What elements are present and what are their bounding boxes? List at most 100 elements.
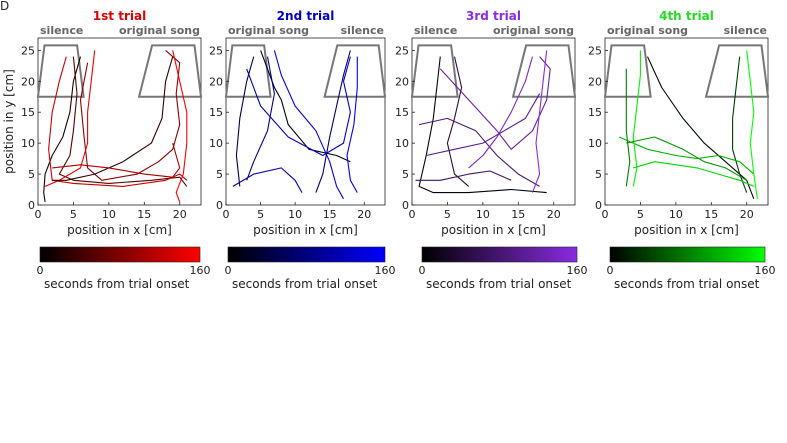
panel-title: 4th trial [659, 9, 714, 23]
axes-box [604, 37, 769, 206]
panel-3: 3rd trial silence original song 0 5 10 15 20 0 5 1… [395, 9, 588, 291]
left-zone-shape [603, 44, 652, 98]
track-line [418, 117, 540, 187]
axes-box [37, 37, 202, 206]
x-tick-label: 10 [288, 208, 302, 221]
y-tick-label: 20 [588, 75, 602, 88]
colorbar-min-label: 0 [419, 264, 426, 277]
right-zone-label: silence [341, 24, 384, 37]
y-tick-label: 0 [216, 199, 223, 212]
right-zone-label: original song [119, 24, 200, 37]
y-tick-label: 10 [21, 137, 35, 150]
y-tick-label: 15 [21, 106, 35, 119]
track-line [273, 50, 344, 200]
x-tick-label: 5 [257, 208, 264, 221]
track-line [235, 56, 255, 187]
track-line [632, 50, 641, 187]
y-tick-label: 5 [595, 168, 602, 181]
colorbar-min-label: 0 [37, 264, 44, 277]
colorbar-max-label: 160 [190, 264, 211, 277]
x-tick-label: 20 [547, 208, 561, 221]
colorbar-label: seconds from trial onset [232, 277, 378, 291]
panel-title: 2nd trial [277, 9, 335, 23]
y-tick-label: 10 [395, 137, 409, 150]
y-tick-label: 20 [21, 75, 35, 88]
panel-1: 1st trial silence original song 0 5 10 15 20 0 5 1… [2, 9, 211, 291]
x-axis-label: position in x [cm] [634, 223, 739, 237]
track-line [647, 56, 755, 199]
y-tick-label: 15 [395, 106, 409, 119]
track-line [43, 56, 82, 202]
right-zone-shape [137, 44, 203, 98]
axes-box [225, 37, 386, 206]
x-tick-label: 5 [637, 208, 644, 221]
x-tick-label: 0 [223, 208, 230, 221]
x-tick-label: 10 [102, 208, 116, 221]
x-axis-label: position in x [cm] [253, 223, 358, 237]
track-line [618, 136, 755, 175]
y-tick-label: 20 [209, 75, 223, 88]
colorbar [421, 246, 578, 263]
track-line [439, 56, 551, 150]
x-tick-label: 5 [444, 208, 451, 221]
track-line [346, 56, 358, 193]
track-line [52, 142, 181, 178]
colorbar-label: seconds from trial onset [614, 277, 760, 291]
x-tick-label: 0 [409, 208, 416, 221]
x-tick-label: 15 [137, 208, 151, 221]
track-line [732, 56, 748, 193]
x-tick-label: 10 [476, 208, 490, 221]
x-tick-label: 15 [511, 208, 525, 221]
y-tick-label: 15 [209, 106, 223, 119]
x-tick-label: 10 [669, 208, 683, 221]
colorbar-min-label: 0 [225, 264, 232, 277]
x-tick-label: 0 [602, 208, 609, 221]
x-tick-label: 5 [70, 208, 77, 221]
track-line [468, 56, 534, 169]
track-line [633, 161, 755, 187]
x-axis-label: position in x [cm] [67, 223, 172, 237]
y-tick-label: 5 [402, 168, 409, 181]
x-tick-label: 15 [704, 208, 718, 221]
x-tick-label: 20 [740, 208, 754, 221]
y-tick-label: 5 [216, 168, 223, 181]
colorbar-label: seconds from trial onset [44, 277, 190, 291]
y-tick-label: 25 [588, 44, 602, 57]
colorbar [39, 246, 201, 263]
left-zone-label: silence [414, 24, 457, 37]
track-line [232, 167, 303, 193]
right-zone-shape [704, 44, 770, 98]
track-line [315, 50, 351, 193]
colorbar [609, 246, 766, 263]
right-zone-label: silence [724, 24, 767, 37]
colorbar-max-label: 160 [755, 264, 776, 277]
track-line [418, 56, 547, 194]
y-tick-label: 0 [595, 199, 602, 212]
colorbar-min-label: 0 [607, 264, 614, 277]
left-zone-shape [410, 44, 459, 98]
track-line [58, 56, 188, 187]
track-line [172, 50, 188, 203]
track-line [246, 56, 351, 157]
colorbar-max-label: 160 [375, 264, 396, 277]
y-axis-label: position in y [cm] [2, 69, 16, 174]
x-tick-label: 20 [173, 208, 187, 221]
track-line [446, 56, 470, 187]
y-tick-label: 0 [28, 199, 35, 212]
left-zone-shape [224, 44, 272, 98]
colorbar-label: seconds from trial onset [426, 277, 572, 291]
y-tick-label: 5 [28, 168, 35, 181]
y-tick-label: 0 [402, 199, 409, 212]
panel-title: 3rd trial [466, 9, 521, 23]
y-tick-label: 25 [395, 44, 409, 57]
right-zone-shape [511, 44, 577, 98]
right-zone-label: original song [493, 24, 574, 37]
track-line [531, 50, 548, 193]
left-zone-shape [36, 44, 85, 98]
track-line [52, 56, 174, 181]
left-zone-label: original song [228, 24, 309, 37]
track-line [79, 49, 181, 181]
